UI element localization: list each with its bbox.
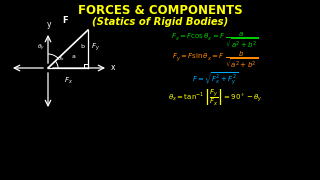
- Text: $\theta_y$: $\theta_y$: [37, 43, 45, 53]
- Text: $F_x$: $F_x$: [64, 76, 72, 86]
- Text: $F_y = F\sin\theta_x = F\ \dfrac{b}{\sqrt{a^2+b^2}}$: $F_y = F\sin\theta_x = F\ \dfrac{b}{\sqr…: [172, 49, 258, 71]
- Text: $F_x = F\cos\theta_x = F\ \dfrac{a}{\sqrt{a^2+b^2}}$: $F_x = F\cos\theta_x = F\ \dfrac{a}{\sqr…: [171, 31, 259, 51]
- Text: $F = \sqrt{F_x^2+F_y^2}$: $F = \sqrt{F_x^2+F_y^2}$: [192, 71, 238, 87]
- Text: a: a: [72, 53, 76, 59]
- Text: (Statics of Rigid Bodies): (Statics of Rigid Bodies): [92, 17, 228, 27]
- Text: $F_y$: $F_y$: [91, 41, 100, 53]
- Text: FORCES & COMPONENTS: FORCES & COMPONENTS: [78, 4, 242, 17]
- Text: $\theta_x = \tan^{-1}\left|\dfrac{F_y}{F_x}\right| = 90^\circ - \theta_y$: $\theta_x = \tan^{-1}\left|\dfrac{F_y}{F…: [168, 87, 262, 107]
- Text: b: b: [80, 44, 84, 48]
- Text: x: x: [111, 64, 116, 73]
- Text: y: y: [47, 20, 51, 29]
- Text: $\theta_x$: $\theta_x$: [57, 54, 65, 63]
- Text: F: F: [62, 16, 68, 25]
